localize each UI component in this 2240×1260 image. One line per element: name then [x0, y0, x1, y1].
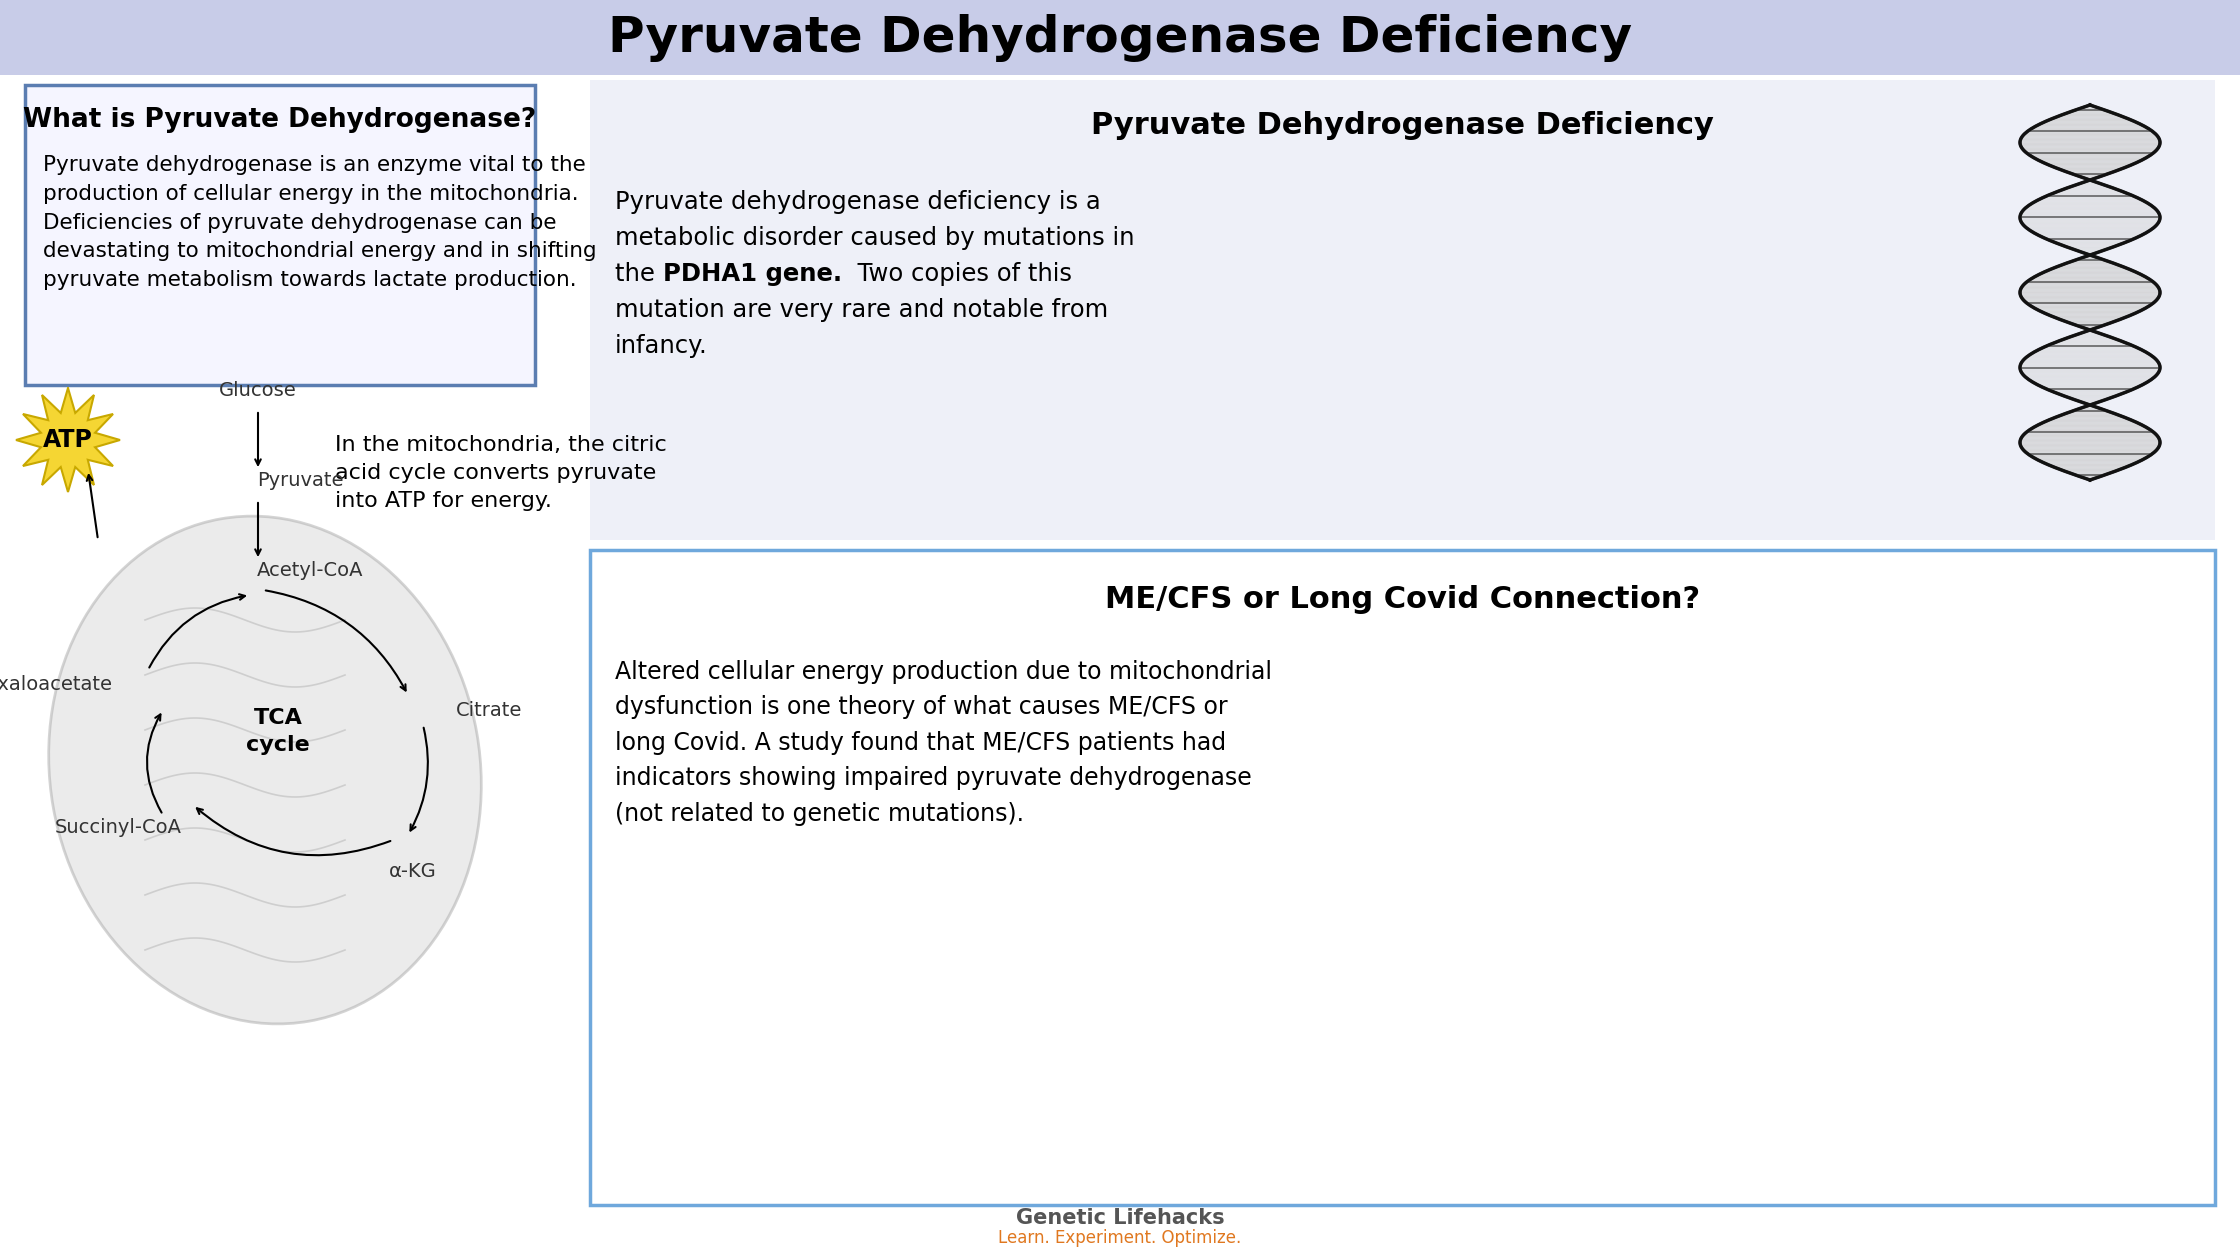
Text: What is Pyruvate Dehydrogenase?: What is Pyruvate Dehydrogenase? [22, 107, 538, 134]
Text: PDHA1 gene.: PDHA1 gene. [663, 262, 842, 286]
Text: Learn. Experiment. Optimize.: Learn. Experiment. Optimize. [999, 1228, 1241, 1247]
Polygon shape [16, 388, 121, 491]
Text: Oxaloacetate: Oxaloacetate [0, 675, 112, 694]
FancyBboxPatch shape [0, 0, 2240, 76]
Text: Glucose: Glucose [220, 381, 298, 399]
Text: ATP: ATP [43, 428, 92, 452]
Text: ME/CFS or Long Covid Connection?: ME/CFS or Long Covid Connection? [1104, 586, 1700, 615]
Text: cycle: cycle [246, 735, 309, 755]
Text: Succinyl-CoA: Succinyl-CoA [54, 818, 181, 837]
Text: infancy.: infancy. [616, 334, 708, 358]
Text: In the mitochondria, the citric
acid cycle converts pyruvate
into ATP for energy: In the mitochondria, the citric acid cyc… [336, 435, 668, 512]
Text: Pyruvate: Pyruvate [258, 470, 343, 489]
Text: Acetyl-CoA: Acetyl-CoA [258, 561, 363, 580]
Text: Pyruvate Dehydrogenase Deficiency: Pyruvate Dehydrogenase Deficiency [607, 14, 1633, 62]
Text: Altered cellular energy production due to mitochondrial
dysfunction is one theor: Altered cellular energy production due t… [616, 660, 1272, 825]
FancyBboxPatch shape [25, 84, 535, 386]
Text: Two copies of this: Two copies of this [842, 262, 1071, 286]
Text: Genetic Lifehacks: Genetic Lifehacks [1015, 1208, 1225, 1228]
FancyBboxPatch shape [589, 551, 2215, 1205]
Text: mutation are very rare and notable from: mutation are very rare and notable from [616, 299, 1109, 323]
Text: TCA: TCA [253, 708, 302, 728]
Ellipse shape [49, 517, 482, 1024]
Text: Pyruvate dehydrogenase is an enzyme vital to the
production of cellular energy i: Pyruvate dehydrogenase is an enzyme vita… [43, 155, 596, 290]
Text: Pyruvate Dehydrogenase Deficiency: Pyruvate Dehydrogenase Deficiency [1091, 111, 1714, 140]
Text: Pyruvate dehydrogenase deficiency is a: Pyruvate dehydrogenase deficiency is a [616, 190, 1100, 214]
Text: α-KG: α-KG [390, 862, 437, 881]
Text: Citrate: Citrate [457, 701, 522, 719]
Text: metabolic disorder caused by mutations in: metabolic disorder caused by mutations i… [616, 226, 1133, 249]
Text: the: the [616, 262, 663, 286]
FancyBboxPatch shape [589, 79, 2215, 541]
